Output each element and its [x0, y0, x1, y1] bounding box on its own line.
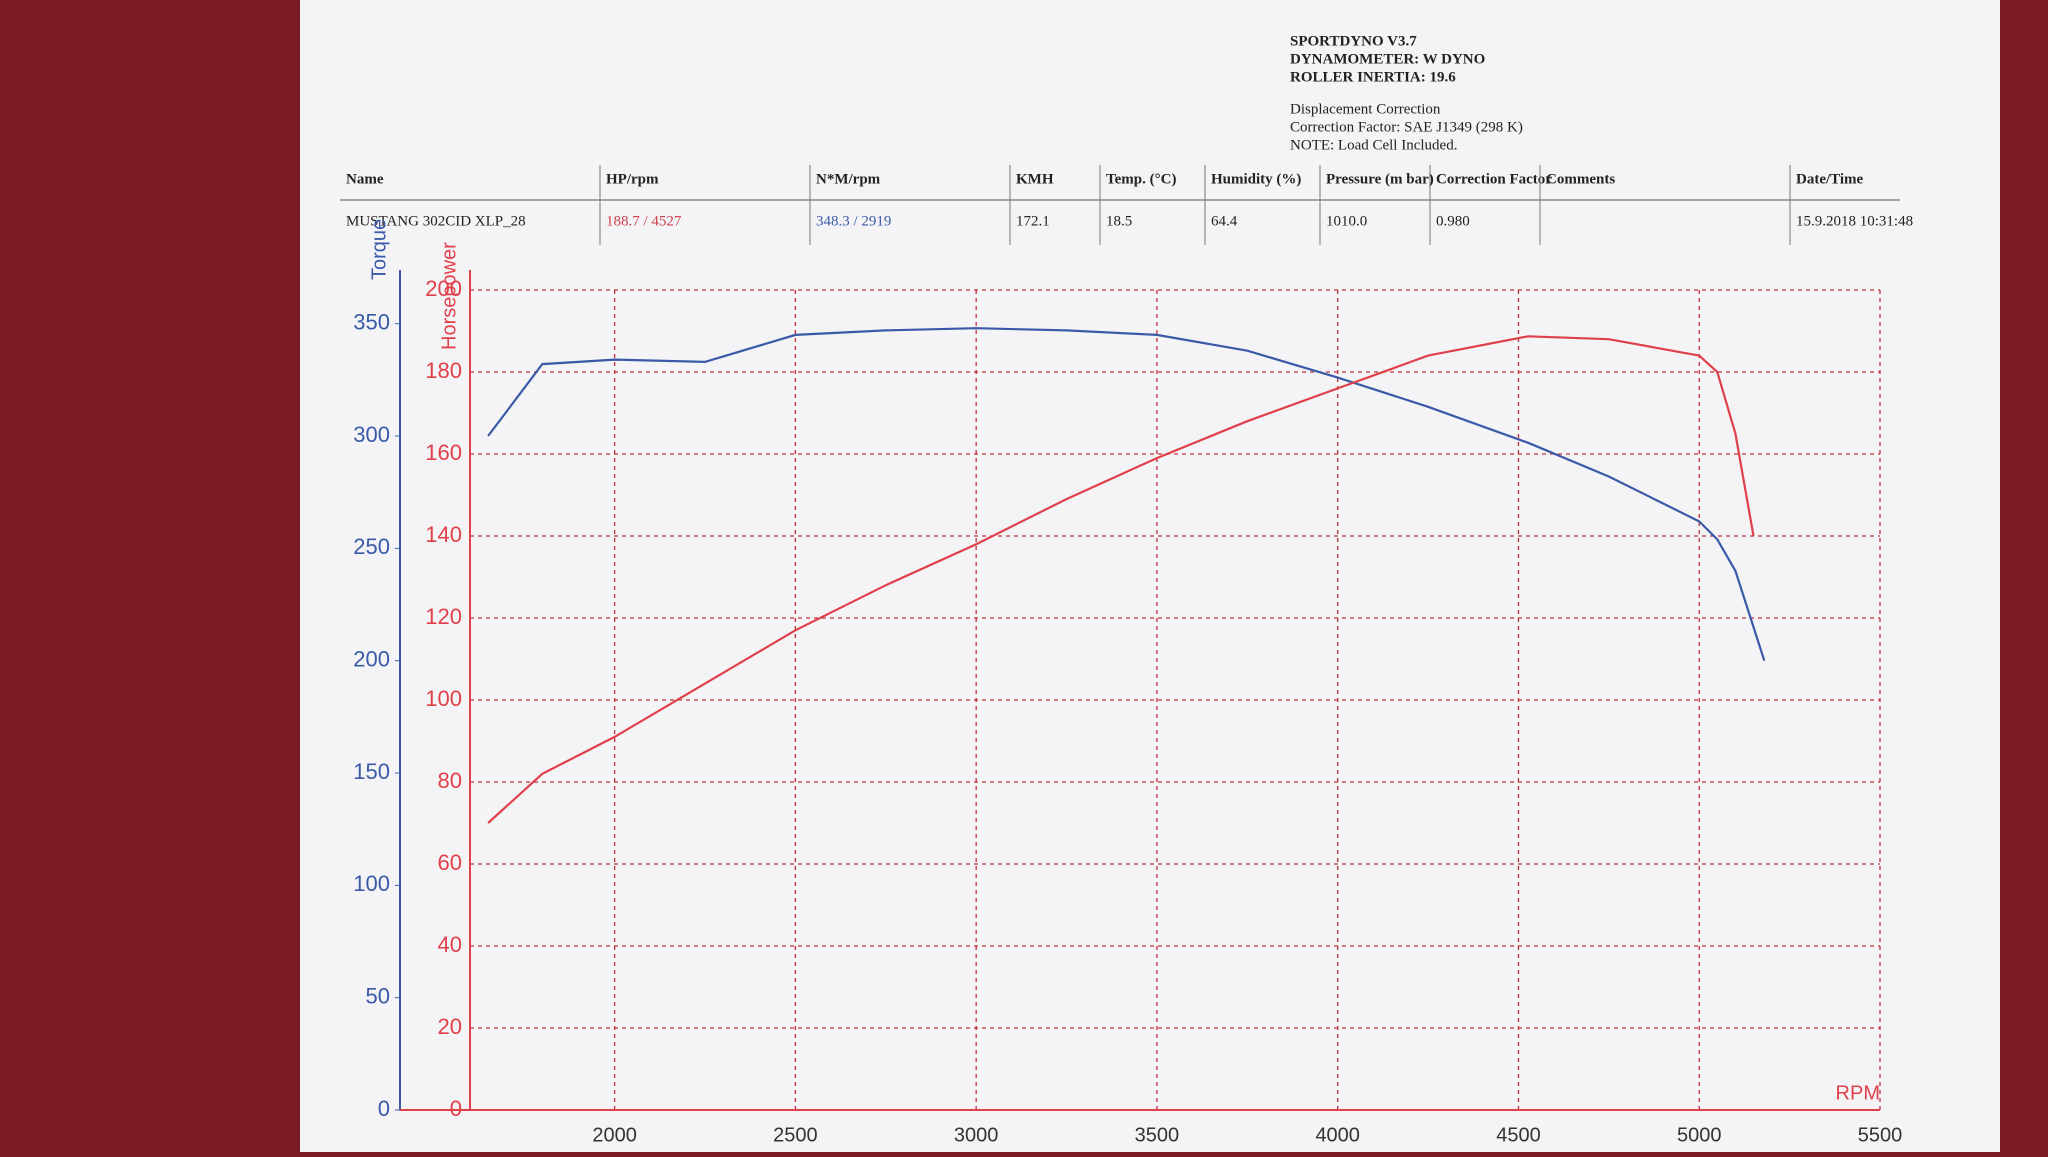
y2-tick-label: 100 [425, 686, 462, 711]
table-cell: 64.4 [1211, 213, 1238, 229]
column-header: Pressure (m bar) [1326, 171, 1434, 187]
table-cell: MUSTANG 302CID XLP_28 [346, 213, 526, 229]
x-tick-label: 5000 [1677, 1124, 1722, 1146]
column-header: N*M/rpm [816, 171, 881, 187]
x-tick-label: 2000 [592, 1124, 637, 1146]
column-header: Date/Time [1796, 171, 1864, 187]
header-line: DYNAMOMETER: W DYNO [1290, 51, 1485, 67]
y2-tick-label: 140 [425, 522, 462, 547]
header-line: SPORTDYNO V3.7 [1290, 33, 1417, 49]
y-tick-label: 50 [366, 983, 390, 1008]
column-header: HP/rpm [606, 171, 659, 187]
y-axis-title: Torque [368, 219, 390, 280]
y2-tick-label: 60 [438, 850, 462, 875]
series-line [487, 327, 1766, 662]
column-header: Correction Factor [1436, 171, 1552, 187]
y-tick-label: 200 [353, 646, 390, 671]
x-tick-label: 4000 [1315, 1124, 1360, 1146]
column-header: KMH [1016, 171, 1054, 187]
header-line: Displacement Correction [1290, 101, 1441, 117]
table-cell: 172.1 [1016, 213, 1050, 229]
y2-tick-label: 160 [425, 440, 462, 465]
y-tick-label: 0 [378, 1096, 390, 1121]
table-cell: 18.5 [1106, 213, 1132, 229]
table-cell: 0.980 [1436, 213, 1470, 229]
y-tick-label: 150 [353, 759, 390, 784]
x-tick-label: 4500 [1496, 1124, 1541, 1146]
y2-tick-label: 80 [438, 768, 462, 793]
y2-tick-label: 180 [425, 358, 462, 383]
header-line: NOTE: Load Cell Included. [1290, 137, 1457, 153]
series-line [487, 335, 1755, 824]
table-cell: 1010.0 [1326, 213, 1367, 229]
y2-tick-label: 40 [438, 932, 462, 957]
y2-tick-label: 120 [425, 604, 462, 629]
y2-tick-label: 0 [450, 1096, 462, 1121]
x-tick-label: 2500 [773, 1124, 818, 1146]
y-tick-label: 250 [353, 534, 390, 559]
table-cell: 188.7 / 4527 [606, 213, 682, 229]
y-tick-label: 350 [353, 310, 390, 335]
column-header: Humidity (%) [1211, 171, 1301, 187]
table-cell: 348.3 / 2919 [816, 213, 891, 229]
x-tick-label: 3500 [1135, 1124, 1180, 1146]
y2-tick-label: 200 [425, 276, 462, 301]
x-tick-label: 5500 [1858, 1124, 1903, 1146]
column-header: Comments [1546, 171, 1615, 187]
y-tick-label: 300 [353, 422, 390, 447]
table-cell: 15.9.2018 10:31:48 [1796, 213, 1913, 229]
x-axis-title: RPM [1836, 1082, 1880, 1104]
header-line: Correction Factor: SAE J1349 (298 K) [1290, 119, 1523, 135]
x-tick-label: 3000 [954, 1124, 999, 1146]
paper [300, 0, 2000, 1152]
column-header: Name [346, 171, 384, 187]
y-tick-label: 100 [353, 871, 390, 896]
column-header: Temp. (°C) [1106, 171, 1176, 187]
y2-tick-label: 20 [438, 1014, 462, 1039]
y2-axis-title: Horsepower [438, 242, 460, 350]
header-line: ROLLER INERTIA: 19.6 [1290, 69, 1456, 85]
